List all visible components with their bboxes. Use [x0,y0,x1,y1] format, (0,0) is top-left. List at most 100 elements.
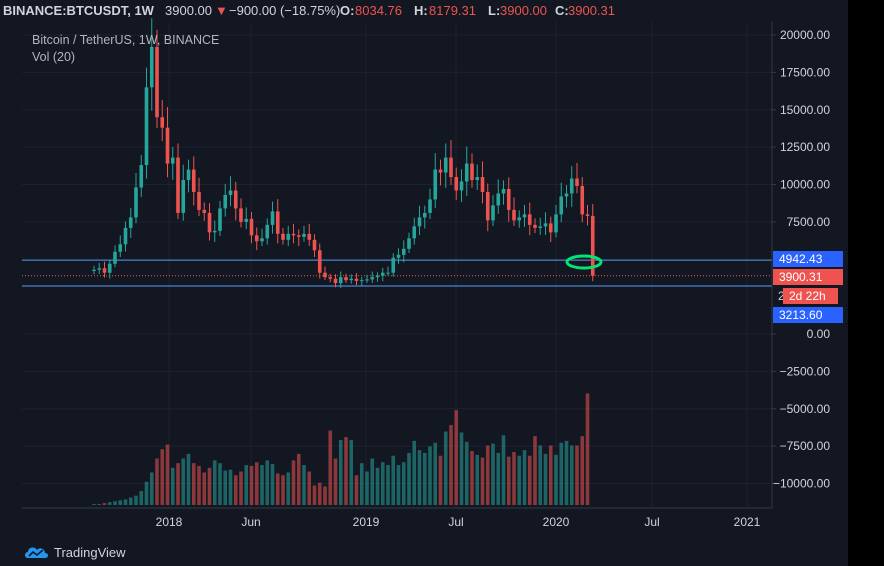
candle-body [118,244,123,252]
volume-bar [443,431,448,505]
candle-body [113,251,117,264]
candle-body [181,180,186,213]
time-tick-label: 2020 [543,515,570,529]
candle-body [585,214,590,216]
candle-body [522,214,527,218]
volume-bar [428,446,432,505]
candle-body [107,263,112,273]
volume-bar [449,425,453,505]
volume-bar [412,440,417,505]
volume-bar [464,441,469,505]
price-tick-label: 12500.00 [780,140,830,154]
candle-body [575,178,579,186]
volume-bar [118,500,123,505]
price-tick-label: −5000.00 [780,402,831,416]
candle-body [359,280,364,282]
candle-body [370,277,375,280]
candle-body [302,233,306,237]
time-tick-label: 2018 [156,515,183,529]
volume-bar [218,463,222,505]
candle-body [307,233,312,240]
close-value: 3900.31 [568,3,615,18]
volume-bar [380,462,385,505]
candle-body [144,87,149,166]
chart-grid [22,22,772,508]
candle-body [464,163,469,182]
volume-bar [102,503,107,505]
volume-bar [244,465,249,505]
candle-body [344,277,348,281]
close-label: C: [555,3,569,18]
volume-bar [191,463,196,505]
candle-body [249,218,254,236]
low-label: L: [488,3,501,18]
candle-body [197,191,201,210]
candle-body [354,278,359,281]
symbol-header: BINANCE:BTCUSDT, 1W 3900.00 ▼ −900.00 (−… [0,0,848,20]
candle-body [470,163,474,181]
low-value: 3900.00 [500,3,547,18]
candle-body [155,46,159,118]
candle-body [176,157,180,213]
countdown-prefix: 2 [778,289,785,303]
candle-body [260,238,264,242]
volume-bar [92,504,96,505]
tradingview-brand[interactable]: TradingView [24,544,126,560]
candle-body [559,196,564,215]
candle-body [281,233,285,240]
candle-body [134,187,138,218]
volume-bar [401,462,406,505]
price-tick-label: 20000.00 [780,28,830,42]
volume-bars [92,393,590,505]
volume-bar [207,467,212,505]
volume-bar [344,437,348,505]
price-tick-label: −7500.00 [780,439,831,453]
time-tick-label: Jul [644,515,659,529]
volume-bar [260,465,264,505]
volume-bar [296,453,301,505]
candle-body [275,211,280,234]
bar-countdown-tag: 2d 22h [783,288,838,304]
candle-body [102,268,107,273]
last-price-tag: 3900.31 [773,269,843,285]
candle-body [564,193,569,197]
tradingview-cloud-icon [25,547,48,558]
candle-body [412,226,417,239]
candle-body [512,209,516,221]
volume-bar [391,455,396,505]
candle-body [92,269,96,272]
price-chart[interactable]: 20000.00 17500.00 15000.00 12500.00 10000.00… [0,0,848,566]
volume-bar [275,473,280,505]
candle-body [506,188,511,210]
volume-bar [569,445,574,505]
candle-body [554,214,558,233]
candle-body [543,223,548,227]
candle-body [533,224,537,228]
volume-bar [375,467,380,505]
symbol-label[interactable]: BINANCE:BTCUSDT, 1W [3,3,154,18]
volume-bar [386,465,390,505]
candle-body [239,208,243,222]
volume-bar [407,452,411,505]
volume-bar [333,458,338,505]
volume-bar [349,439,354,505]
volume-bar [522,450,527,505]
open-label: O: [340,3,355,18]
candle-body [428,199,432,213]
candle-body [517,217,522,221]
volume-bar [123,499,128,505]
candle-body [365,279,369,281]
volume-bar [139,491,144,505]
volume-bar [254,462,259,505]
volume-bar [338,439,343,505]
candle-body [296,235,301,237]
volume-bar [417,450,422,505]
volume-bar [328,430,333,505]
candle-body [191,169,196,192]
candle-body [443,157,448,173]
volume-bar [512,451,516,505]
candle-body [265,224,270,239]
candle-body [548,223,553,233]
volume-bar [491,443,495,505]
volume-bar [223,470,228,505]
